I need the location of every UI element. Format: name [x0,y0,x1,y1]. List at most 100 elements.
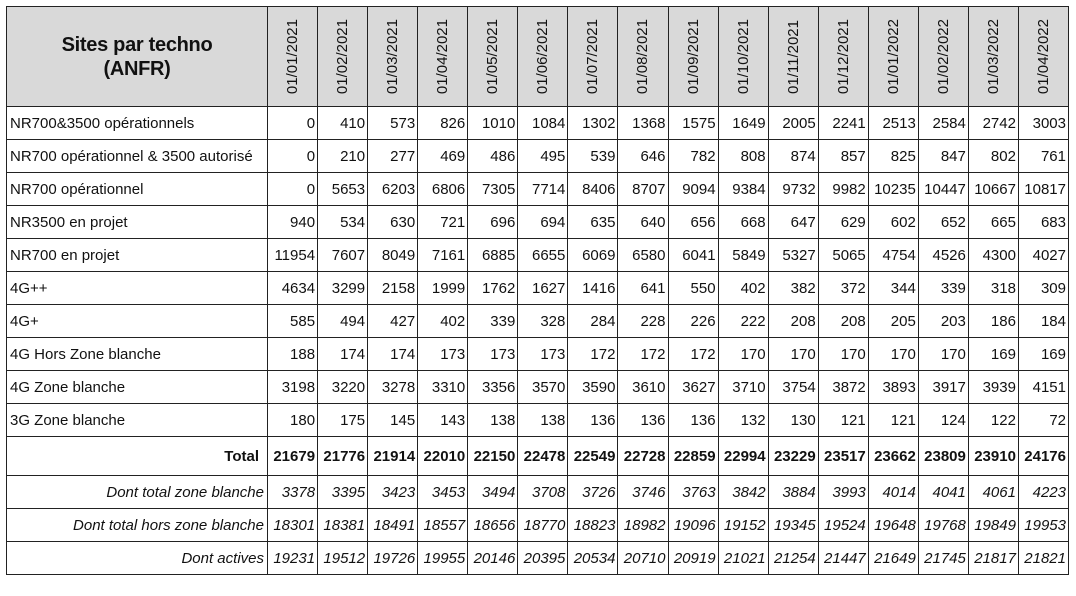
cell-value: 2742 [967,106,1019,140]
cell-value: 173 [417,337,469,371]
cell-value: 1649 [717,106,769,140]
cell-value: 19512 [317,541,369,575]
cell-value: 3310 [417,370,469,404]
cell-value: 19768 [917,508,969,542]
cell-value: 226 [667,304,719,338]
cell-value: 18982 [617,508,669,542]
row-label: 4G+ [6,304,268,338]
date-header: 01/03/2021 [367,6,419,107]
cell-value: 22859 [667,436,719,476]
cell-value: 18823 [567,508,619,542]
cell-value: 3494 [467,475,519,509]
cell-value: 4061 [967,475,1019,509]
cell-value: 6580 [617,238,669,272]
cell-value: 228 [617,304,669,338]
cell-value: 826 [417,106,469,140]
cell-value: 10447 [917,172,969,206]
cell-value: 6885 [467,238,519,272]
date-label: 01/10/2021 [734,18,752,95]
cell-value: 21776 [317,436,369,476]
cell-value: 21679 [266,436,319,476]
cell-value: 6203 [367,172,419,206]
cell-value: 9732 [767,172,819,206]
date-label: 01/02/2021 [334,18,352,95]
cell-value: 3278 [367,370,419,404]
cell-value: 21649 [867,541,919,575]
cell-value: 173 [467,337,519,371]
cell-value: 169 [967,337,1019,371]
cell-value: 3893 [867,370,919,404]
cell-value: 170 [867,337,919,371]
cell-value: 3299 [317,271,369,305]
cell-value: 721 [417,205,469,239]
cell-value: 3610 [617,370,669,404]
table-title: Sites par techno (ANFR) [6,6,268,107]
cell-value: 19231 [266,541,319,575]
cell-value: 683 [1017,205,1070,239]
cell-value: 21447 [817,541,869,575]
cell-value: 24176 [1017,436,1070,476]
cell-value: 284 [567,304,619,338]
cell-value: 4754 [867,238,919,272]
cell-value: 550 [667,271,719,305]
cell-value: 2241 [817,106,869,140]
cell-value: 20146 [467,541,519,575]
table-row: 3G Zone blanche 180 175 145 143 138 138 136 136 1… [6,403,1070,437]
date-header: 01/06/2021 [517,6,569,107]
cell-value: 4300 [967,238,1019,272]
cell-value: 173 [517,337,569,371]
cell-value: 20919 [667,541,719,575]
cell-value: 203 [917,304,969,338]
date-label: 01/08/2021 [634,18,652,95]
cell-value: 19849 [967,508,1019,542]
cell-value: 172 [667,337,719,371]
cell-value: 847 [917,139,969,173]
cell-value: 21817 [967,541,1019,575]
cell-value: 7161 [417,238,469,272]
cell-value: 8406 [567,172,619,206]
date-header: 01/08/2021 [617,6,669,107]
cell-value: 1627 [517,271,569,305]
date-label: 01/01/2022 [884,18,902,95]
row-label: Dont total hors zone blanche [6,508,268,542]
cell-value: 172 [617,337,669,371]
cell-value: 3356 [467,370,519,404]
cell-value: 122 [967,403,1019,437]
cell-value: 19648 [867,508,919,542]
cell-value: 635 [567,205,619,239]
cell-value: 22994 [717,436,769,476]
date-label: 01/03/2021 [384,18,402,95]
cell-value: 136 [667,403,719,437]
cell-value: 186 [967,304,1019,338]
cell-value: 3627 [667,370,719,404]
cell-value: 3378 [266,475,319,509]
cell-value: 175 [317,403,369,437]
cell-value: 3746 [617,475,669,509]
sites-table: Sites par techno (ANFR) 01/01/2021 01/02/… [6,6,1070,575]
date-header: 01/12/2021 [817,6,869,107]
date-label: 01/06/2021 [534,18,552,95]
table-row: NR700 en projet 11954 7607 8049 7161 6885 6655… [6,238,1070,272]
cell-value: 21254 [767,541,819,575]
table-row: 4G+ 585 494 427 402 339 328 284 228 226 222 208 208 2… [6,304,1070,338]
cell-value: 3395 [317,475,369,509]
cell-value: 3917 [917,370,969,404]
cell-value: 10667 [967,172,1019,206]
cell-value: 5653 [317,172,369,206]
cell-value: 121 [817,403,869,437]
date-header: 01/05/2021 [467,6,519,107]
cell-value: 4223 [1017,475,1070,509]
cell-value: 344 [867,271,919,305]
cell-value: 210 [317,139,369,173]
table-row: Total 21679 21776 21914 22010 22150 22478 22549… [6,436,1070,476]
cell-value: 1084 [517,106,569,140]
cell-value: 138 [517,403,569,437]
cell-value: 3590 [567,370,619,404]
date-header: 01/09/2021 [667,6,719,107]
cell-value: 1762 [467,271,519,305]
cell-value: 1010 [467,106,519,140]
cell-value: 6806 [417,172,469,206]
cell-value: 3993 [817,475,869,509]
cell-value: 857 [817,139,869,173]
table-row: Dont total hors zone blanche 18301 18381 18… [6,508,1070,542]
